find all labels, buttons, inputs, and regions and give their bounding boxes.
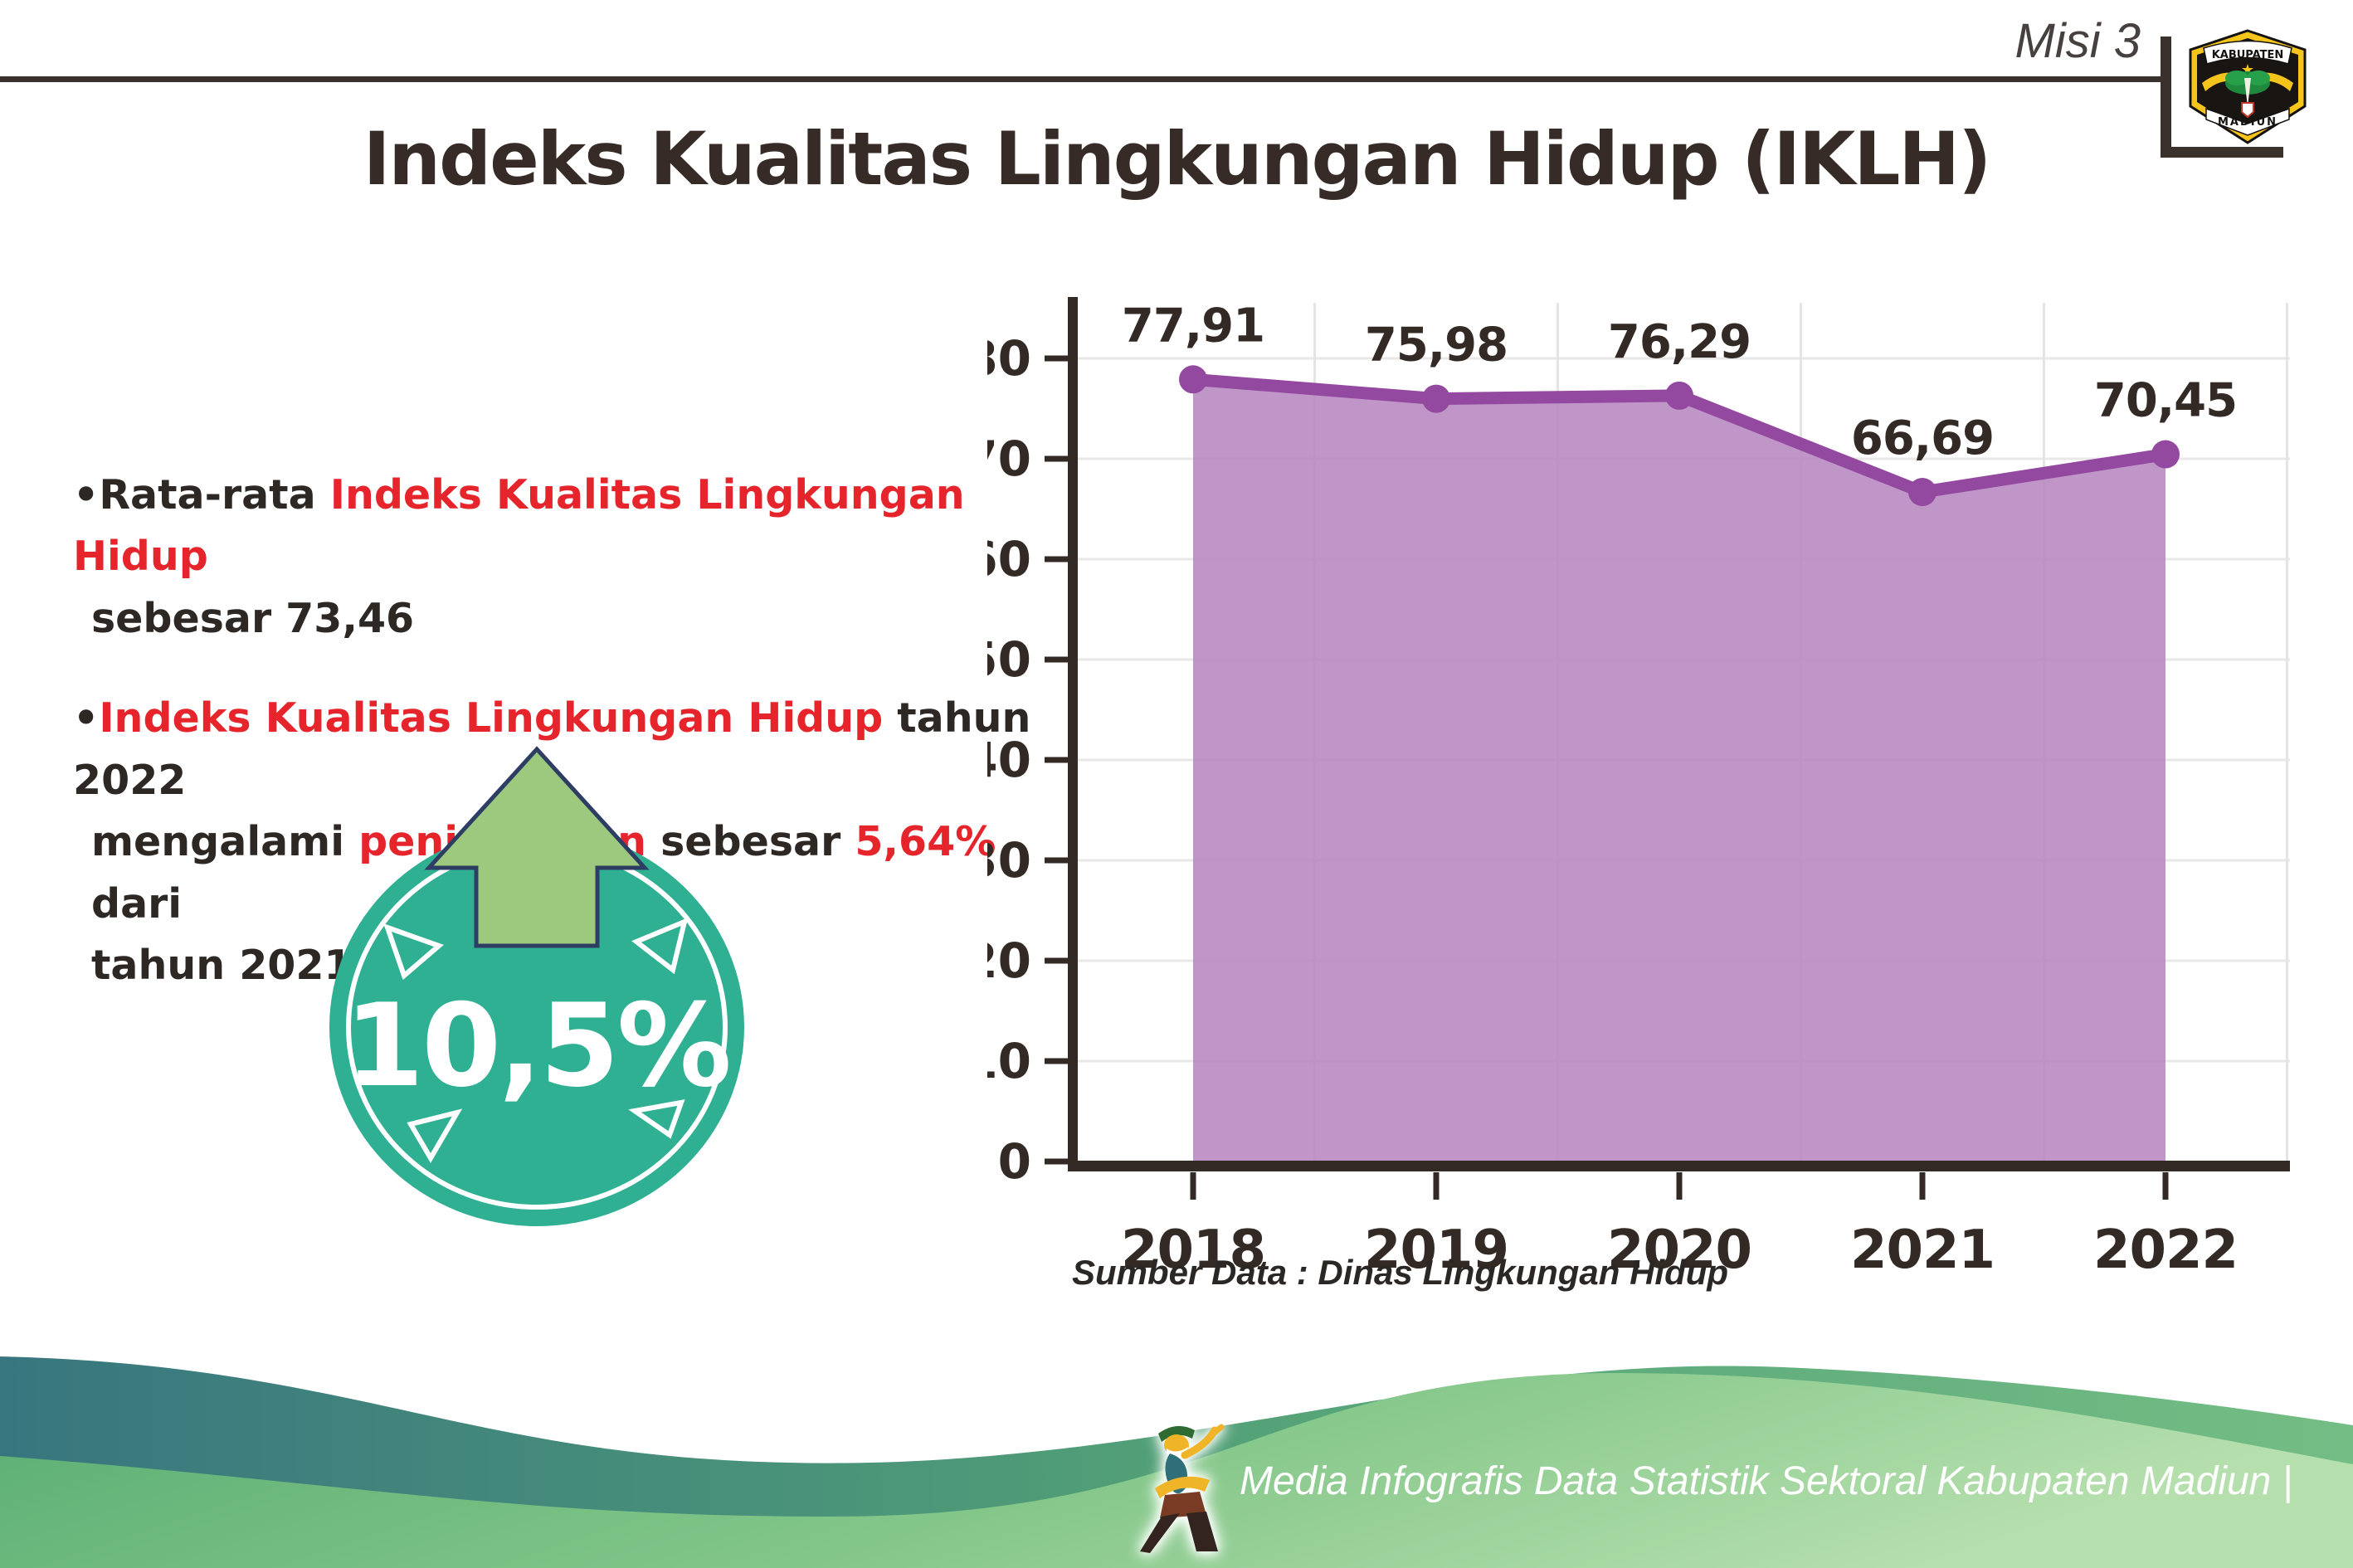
page-title: Indeks Kualitas Lingkungan Hidup (IKLH): [363, 116, 1992, 202]
x-tick-label: 2022: [2093, 1220, 2238, 1281]
x-tick-label: 2020: [1607, 1220, 1751, 1281]
y-tick-label: 60: [987, 531, 1031, 587]
bullet-text-segment: sebesar: [646, 818, 855, 866]
value-label: 70,45: [2094, 374, 2237, 428]
y-tick-label: 0: [998, 1133, 1031, 1190]
bullet-line: •Indeks Kualitas Lingkungan Hidup tahun …: [73, 688, 1044, 811]
x-axis: [1068, 1161, 2290, 1171]
increase-badge: [329, 746, 744, 1226]
misi-label: Misi 3: [2014, 14, 2141, 68]
mascot-icon: [1140, 1424, 1225, 1553]
y-tick-label: 80: [987, 330, 1031, 387]
bullet-text-segment: mengalami: [91, 818, 359, 866]
bullet-text-segment: •Rata-rata: [73, 471, 330, 519]
x-tick-label: 2019: [1364, 1220, 1508, 1281]
area-fill: [1193, 379, 2165, 1161]
bullet-item: •Rata-rata Indeks Kualitas Lingkungan Hi…: [73, 465, 1044, 650]
kabupaten-madiun-logo: KABUPATEN ★ MADIUN: [2189, 29, 2307, 144]
logo-text-bottom: MADIUN: [2218, 116, 2277, 129]
bullet-text-segment: •: [73, 694, 100, 743]
value-label: 75,98: [1365, 319, 1508, 373]
y-tick-label: 50: [987, 631, 1031, 688]
data-point: [1179, 365, 1207, 394]
y-axis: [1068, 297, 1078, 1166]
x-tick-label: 2018: [1121, 1220, 1265, 1281]
y-tick-label: 20: [987, 933, 1031, 989]
source-note: Sumber Data : Dinas Lingkungan Hidup: [1072, 1253, 1729, 1292]
badge-circle: [329, 828, 744, 1226]
y-tick-label: 40: [987, 732, 1031, 788]
bullet-text-segment: Indeks Kualitas Lingkungan Hidup: [73, 471, 965, 581]
up-arrow-icon: [424, 746, 650, 948]
data-point: [1422, 384, 1450, 413]
bullet-text-segment: sebesar 73,46: [91, 594, 415, 642]
footer-caption: Media Infografis Data Statistik Sektoral…: [1240, 1459, 2293, 1503]
bullet-text-segment: tahun 2021: [91, 942, 353, 990]
data-point: [1665, 381, 1693, 410]
data-point: [1908, 478, 1936, 507]
value-label: 76,29: [1608, 315, 1751, 369]
logo-frame-horizontal: [2161, 147, 2283, 158]
bullet-line: •Rata-rata Indeks Kualitas Lingkungan Hi…: [73, 465, 1044, 588]
header-divider: [0, 76, 2167, 82]
bullet-list: •Rata-rata Indeks Kualitas Lingkungan Hi…: [73, 465, 1044, 1035]
y-tick-label: 30: [987, 832, 1031, 889]
logo-frame-vertical: [2161, 37, 2171, 158]
badge-value: 10,5%: [344, 979, 732, 1113]
value-label: 77,91: [1122, 299, 1264, 353]
data-point: [2151, 440, 2180, 469]
y-tick-label: 70: [987, 431, 1031, 487]
value-label: 66,69: [1851, 411, 1994, 465]
iklh-area-chart: 77,91 75,98 76,29 66,69 70,45 0 10 20 30 40 50 60 70…: [987, 297, 2290, 1281]
logo-text-top: KABUPATEN: [2212, 49, 2284, 61]
x-tick-label: 2021: [1850, 1220, 1995, 1281]
bullet-line: tahun 2021: [73, 935, 1044, 996]
bullet-text-segment: Indeks Kualitas Lingkungan Hidup: [99, 694, 884, 743]
bullet-text-segment: 5,64%: [855, 818, 996, 866]
bullet-line: sebesar 73,46: [73, 588, 1044, 650]
bullet-text-segment: dari: [91, 879, 183, 928]
bullet-text-segment: tahun 2022: [73, 694, 1031, 804]
y-tick-label: 10: [987, 1033, 1031, 1089]
